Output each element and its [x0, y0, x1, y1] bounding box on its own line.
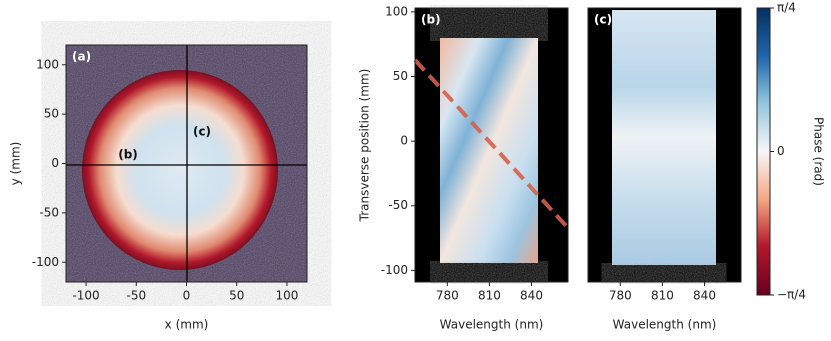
y-tick-label: 100	[385, 4, 408, 18]
image-b	[413, 8, 570, 282]
panel-label: (a)	[72, 50, 91, 64]
panel-label: (c)	[594, 13, 612, 27]
x-tick-label: 810	[651, 289, 674, 303]
y-tick-label: -100	[32, 255, 59, 269]
y-tick-label: -50	[39, 205, 59, 219]
image-a	[66, 45, 307, 282]
x-tick-label: 840	[520, 289, 543, 303]
axes-frame	[587, 7, 742, 283]
axes-frame	[414, 7, 569, 283]
annotation: (b)	[118, 148, 138, 162]
colorbar-label: Phase (rad)	[812, 117, 826, 186]
y-tick-label: 50	[393, 69, 408, 83]
x-tick-label: 810	[478, 289, 501, 303]
x-tick-label: -100	[72, 289, 99, 303]
x-tick-label: 780	[609, 289, 632, 303]
y-tick-label: -50	[388, 198, 408, 212]
colorbar	[757, 8, 770, 295]
colorbar-tick-label: π/4	[777, 1, 796, 15]
x-tick-label: -50	[126, 289, 146, 303]
x-axis-label: Wavelength (nm)	[440, 318, 544, 332]
panel-label: (b)	[421, 13, 441, 27]
y-tick-label: 0	[51, 156, 59, 170]
y-tick-label: -100	[381, 263, 408, 277]
x-tick-label: 50	[229, 289, 244, 303]
x-tick-label: 100	[275, 289, 298, 303]
y-axis-label: Transverse position (mm)	[358, 69, 372, 223]
y-tick-label: 0	[400, 134, 408, 148]
y-tick-label: 100	[36, 57, 59, 71]
x-tick-label: 840	[693, 289, 716, 303]
colorbar-tick-label: 0	[777, 144, 785, 158]
x-axis-label: x (mm)	[165, 318, 209, 332]
colorbar-tick-label: −π/4	[777, 288, 806, 302]
x-axis-label: Wavelength (nm)	[613, 318, 717, 332]
x-tick-label: 780	[436, 289, 459, 303]
y-axis-label: y (mm)	[9, 142, 23, 186]
annotation: (c)	[193, 125, 211, 139]
y-tick-label: 50	[44, 107, 59, 121]
image-c	[588, 8, 741, 282]
x-tick-label: 0	[183, 289, 191, 303]
